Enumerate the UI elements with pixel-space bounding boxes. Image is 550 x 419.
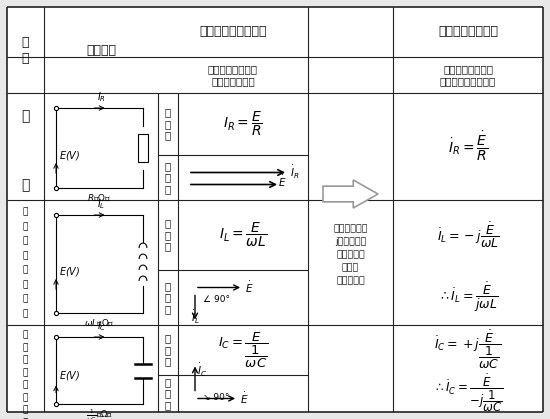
Text: 導: 導 [23,222,28,231]
Text: リ: リ [23,236,28,246]
Text: 大きさと位相差は
一つの式にまとまる: 大きさと位相差は 一つの式にまとまる [440,64,496,86]
Text: ア: ア [23,251,28,260]
Text: まとまる）: まとまる） [336,277,365,285]
Text: ↘ 90°: ↘ 90° [203,393,229,403]
Text: 大
き
さ: 大 き さ [165,107,171,141]
Text: $\dot{I}_R$: $\dot{I}_R$ [290,164,300,181]
Text: $I_L=\dfrac{E}{\omega L}$: $I_L=\dfrac{E}{\omega L}$ [219,221,267,249]
Text: $I_L$: $I_L$ [97,197,106,211]
Text: （ベクトルを: （ベクトルを [333,225,368,233]
Text: 素: 素 [22,36,29,49]
Text: $\dot{I}_C$: $\dot{I}_C$ [197,362,207,378]
Text: ン: ン [23,295,28,303]
Text: $\dot{E}$: $\dot{E}$ [240,391,249,406]
Text: $\omega L$（Ω）: $\omega L$（Ω） [84,317,115,328]
Text: ベクトルによる解法: ベクトルによる解法 [199,26,267,39]
Text: 子: 子 [22,52,29,65]
Text: ると内容が: ると内容が [336,251,365,259]
Text: ク: ク [23,266,28,274]
Text: ク: ク [23,380,28,390]
Text: $I_C=\dfrac{E}{\dfrac{1}{\omega C}}$: $I_C=\dfrac{E}{\dfrac{1}{\omega C}}$ [217,330,268,370]
Text: 複素数による解法: 複素数による解法 [438,26,498,39]
Text: $I_R=\dfrac{E}{R}$: $I_R=\dfrac{E}{R}$ [223,110,263,138]
Text: $I_R$: $I_R$ [97,90,106,104]
Text: 大
き
さ: 大 き さ [165,218,171,251]
Text: $E$(V): $E$(V) [59,369,80,382]
Text: リ: リ [23,355,28,365]
Text: 大きさと位相差は
別々に表される: 大きさと位相差は 別々に表される [208,64,258,86]
Text: $\dot{E}$: $\dot{E}$ [245,280,254,295]
Text: 抵: 抵 [21,109,30,123]
Text: $\dot{I}_C=+j\dfrac{\dot{E}}{\dfrac{1}{\omega C}}$: $\dot{I}_C=+j\dfrac{\dot{E}}{\dfrac{1}{\… [434,329,502,371]
Text: $\dot{I}_L=-j\dfrac{\dot{E}}{\omega L}$: $\dot{I}_L=-j\dfrac{\dot{E}}{\omega L}$ [437,220,499,250]
Text: ∠ 90°: ∠ 90° [203,295,230,305]
Text: jに置きかえ: jに置きかえ [335,238,366,246]
Polygon shape [323,180,378,208]
Bar [138,134,148,162]
Text: 位
相
差: 位 相 差 [165,281,171,314]
Text: 容: 容 [23,331,28,339]
Text: $\therefore\dot{I}_C=\dfrac{\dot{E}}{-j\dfrac{1}{\omega C}}$: $\therefore\dot{I}_C=\dfrac{\dot{E}}{-j\… [433,372,503,414]
Text: 簡単に: 簡単に [342,264,359,272]
Text: ス: ス [23,418,28,419]
Text: タ: タ [23,280,28,289]
Text: $\dot{I}_R=\dfrac{\dot{E}}{R}$: $\dot{I}_R=\dfrac{\dot{E}}{R}$ [448,130,488,163]
Text: $R$（Ω）: $R$（Ω） [87,192,112,202]
Text: ア: ア [23,368,28,377]
Text: 大
き
さ: 大 き さ [165,334,171,367]
Text: ス: ス [23,309,28,318]
Text: $\therefore\dot{I}_L=\dfrac{\dot{E}}{j\omega L}$: $\therefore\dot{I}_L=\dfrac{\dot{E}}{j\o… [438,281,498,314]
Text: 量: 量 [23,343,28,352]
Text: タ: タ [23,393,28,402]
Text: $\dot{E}$: $\dot{E}$ [278,174,286,189]
Text: $E$(V): $E$(V) [59,150,80,163]
Text: $I_C$: $I_C$ [97,319,106,333]
Text: 抗: 抗 [21,178,30,192]
Text: $\frac{1}{\omega C}$（Ω）: $\frac{1}{\omega C}$（Ω） [86,408,113,419]
Text: $E$(V): $E$(V) [59,266,80,279]
Text: ン: ン [23,406,28,414]
Text: 位
相
差: 位 相 差 [165,377,171,410]
Text: 回　　路: 回 路 [86,44,116,57]
Text: $\dot{I}_L$: $\dot{I}_L$ [191,308,200,326]
Text: 誘: 誘 [23,207,28,217]
Text: 位
相
差: 位 相 差 [165,161,171,194]
